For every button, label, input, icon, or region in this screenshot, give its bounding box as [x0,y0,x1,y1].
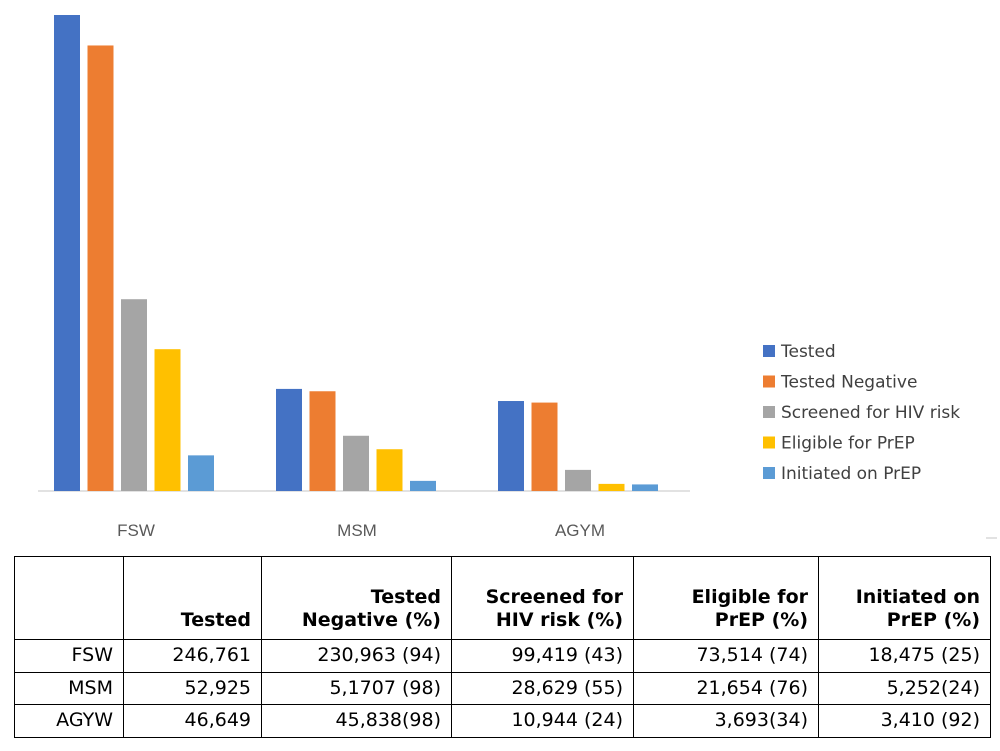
table-cell: 246,761 [123,639,262,673]
column-header-4: Eligible for PrEP (%) [633,556,819,640]
legend-swatch-1 [763,345,775,357]
bar-fsw-series-5 [188,455,214,491]
table-cell: 52,925 [123,671,262,706]
bar-fsw-series-3 [121,299,147,491]
bar-fsw-series-4 [154,349,181,491]
table-cell: 21,654 (76) [633,671,819,706]
legend-swatch-4 [763,436,775,449]
legend-swatch-2 [763,375,775,388]
legend-label-5: Initiated on PrEP [781,464,921,484]
bar-agym-series-3 [565,469,591,491]
table-cell: 18,475 (25) [818,639,991,673]
bar-fsw-series-1 [54,15,80,491]
column-header-1: Tested [123,556,262,640]
table-cell: 3,693(34) [633,704,819,738]
table-cell: 230,963 (94) [261,639,452,673]
table-row: AGYW 46,649 45,838(98) 10,944 (24) 3,693(34)… [14,704,991,738]
table-cell: 5,252(24) [818,671,991,706]
header-corner-cell [14,556,124,640]
bar-agym-series-4 [598,483,625,491]
column-header-3: Screened for HIV risk (%) [451,556,634,640]
table-cell: 28,629 (55) [451,671,634,706]
bar-chart: FSW MSM AGYM Tested Tested Negative Screened… [38,15,997,540]
row-header-cell: FSW [14,639,124,673]
column-header-5: Initiated on PrEP (%) [818,556,991,640]
bar-msm-series-5 [410,480,436,491]
bar-msm-series-3 [343,435,369,491]
legend: Tested Tested Negative Screened for HIV ri… [763,342,960,484]
table-cell: 73,514 (74) [633,639,819,673]
category-label-fsw: FSW [117,521,155,540]
legend-label-1: Tested [780,342,836,362]
bar-fsw-series-2 [87,45,114,492]
table-cell: 46,649 [123,704,262,738]
bar-msm-series-1 [276,388,302,491]
table-cell: 10,944 (24) [451,704,634,738]
data-table: Tested Tested Negative (%) Screened for HI… [14,556,991,738]
category-label-agym: AGYM [555,521,605,540]
legend-label-2: Tested Negative [780,373,917,393]
bars-group [54,15,658,492]
table-row: FSW 246,761 230,963 (94) 99,419 (43) 73,514 … [14,639,991,673]
legend-swatch-5 [763,467,775,479]
bar-agym-series-5 [632,484,658,491]
bar-msm-series-4 [376,449,403,491]
bar-msm-series-2 [309,391,336,491]
legend-swatch-3 [763,406,775,418]
legend-label-3: Screened for HIV risk [781,403,960,423]
row-header-cell: AGYW [14,704,124,738]
legend-label-4: Eligible for PrEP [781,434,915,454]
table-cell: 45,838(98) [261,704,452,738]
column-header-2: Tested Negative (%) [261,556,452,640]
bar-agym-series-1 [498,401,524,491]
table-header-row: Tested Tested Negative (%) Screened for HI… [14,556,991,640]
bar-agym-series-2 [531,402,558,491]
row-header-cell: MSM [14,671,124,706]
table-cell: 5,1707 (98) [261,671,452,706]
table-cell: 99,419 (43) [451,639,634,673]
category-labels: FSW MSM AGYM [117,521,605,540]
category-label-msm: MSM [337,521,377,540]
table-row: MSM 52,925 5,1707 (98) 28,629 (55) 21,654 (7… [14,671,991,706]
table-cell: 3,410 (92) [818,704,991,738]
table-body: FSW 246,761 230,963 (94) 99,419 (43) 73,514 … [14,639,991,738]
